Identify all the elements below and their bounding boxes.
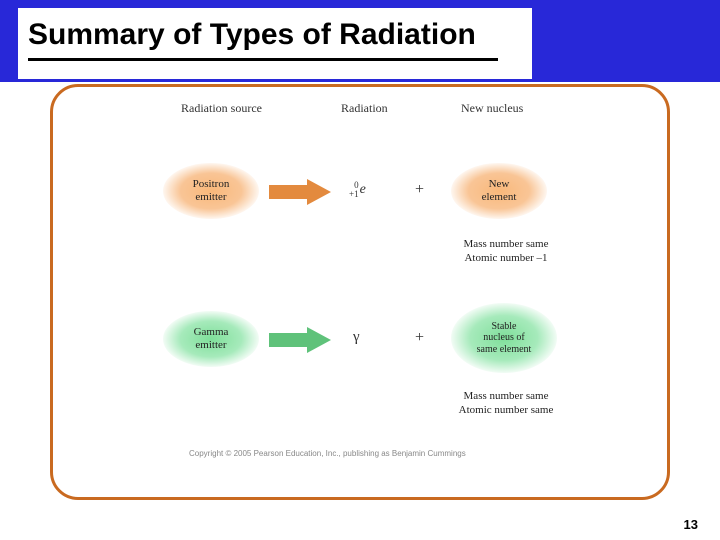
positron-particle-symbol: e	[360, 182, 366, 197]
col-header-radiation: Radiation	[341, 101, 388, 116]
content-frame: Radiation source Radiation New nucleus P…	[50, 84, 670, 500]
positron-note-line2: Atomic number –1	[431, 251, 581, 265]
positron-source-ellipse: Positronemitter	[163, 163, 259, 219]
slide-title: Summary of Types of Radiation	[28, 18, 498, 52]
positron-particle: 0+1e	[349, 181, 366, 199]
col-header-new-nucleus: New nucleus	[461, 101, 523, 116]
diagram: Radiation source Radiation New nucleus P…	[53, 87, 667, 497]
col-header-source: Radiation source	[181, 101, 262, 116]
slide: Summary of Types of Radiation Radiation …	[0, 0, 720, 540]
gamma-note-line1: Mass number same	[431, 389, 581, 403]
positron-product-ellipse: Newelement	[451, 163, 547, 219]
gamma-product-ellipse: Stablenucleus ofsame element	[451, 303, 557, 373]
positron-arrow-icon	[269, 179, 331, 210]
gamma-particle: γ	[353, 329, 360, 346]
title-underline	[28, 58, 498, 61]
gamma-plus: +	[415, 329, 424, 347]
positron-note: Mass number same Atomic number –1	[431, 237, 581, 266]
positron-product-label: Newelement	[482, 178, 517, 203]
positron-note-line1: Mass number same	[431, 237, 581, 251]
title-container: Summary of Types of Radiation	[18, 8, 532, 79]
positron-particle-bottom: +1	[349, 190, 359, 199]
positron-source-label: Positronemitter	[193, 178, 230, 203]
gamma-particle-symbol: γ	[353, 329, 360, 345]
gamma-note: Mass number same Atomic number same	[431, 389, 581, 418]
positron-plus: +	[415, 181, 424, 199]
gamma-product-label: Stablenucleus ofsame element	[477, 321, 532, 356]
gamma-arrow-icon	[269, 327, 331, 358]
gamma-note-line2: Atomic number same	[431, 403, 581, 417]
gamma-source-ellipse: Gammaemitter	[163, 311, 259, 367]
page-number: 13	[684, 517, 698, 532]
copyright-text: Copyright © 2005 Pearson Education, Inc.…	[189, 449, 466, 458]
gamma-source-label: Gammaemitter	[194, 326, 229, 351]
